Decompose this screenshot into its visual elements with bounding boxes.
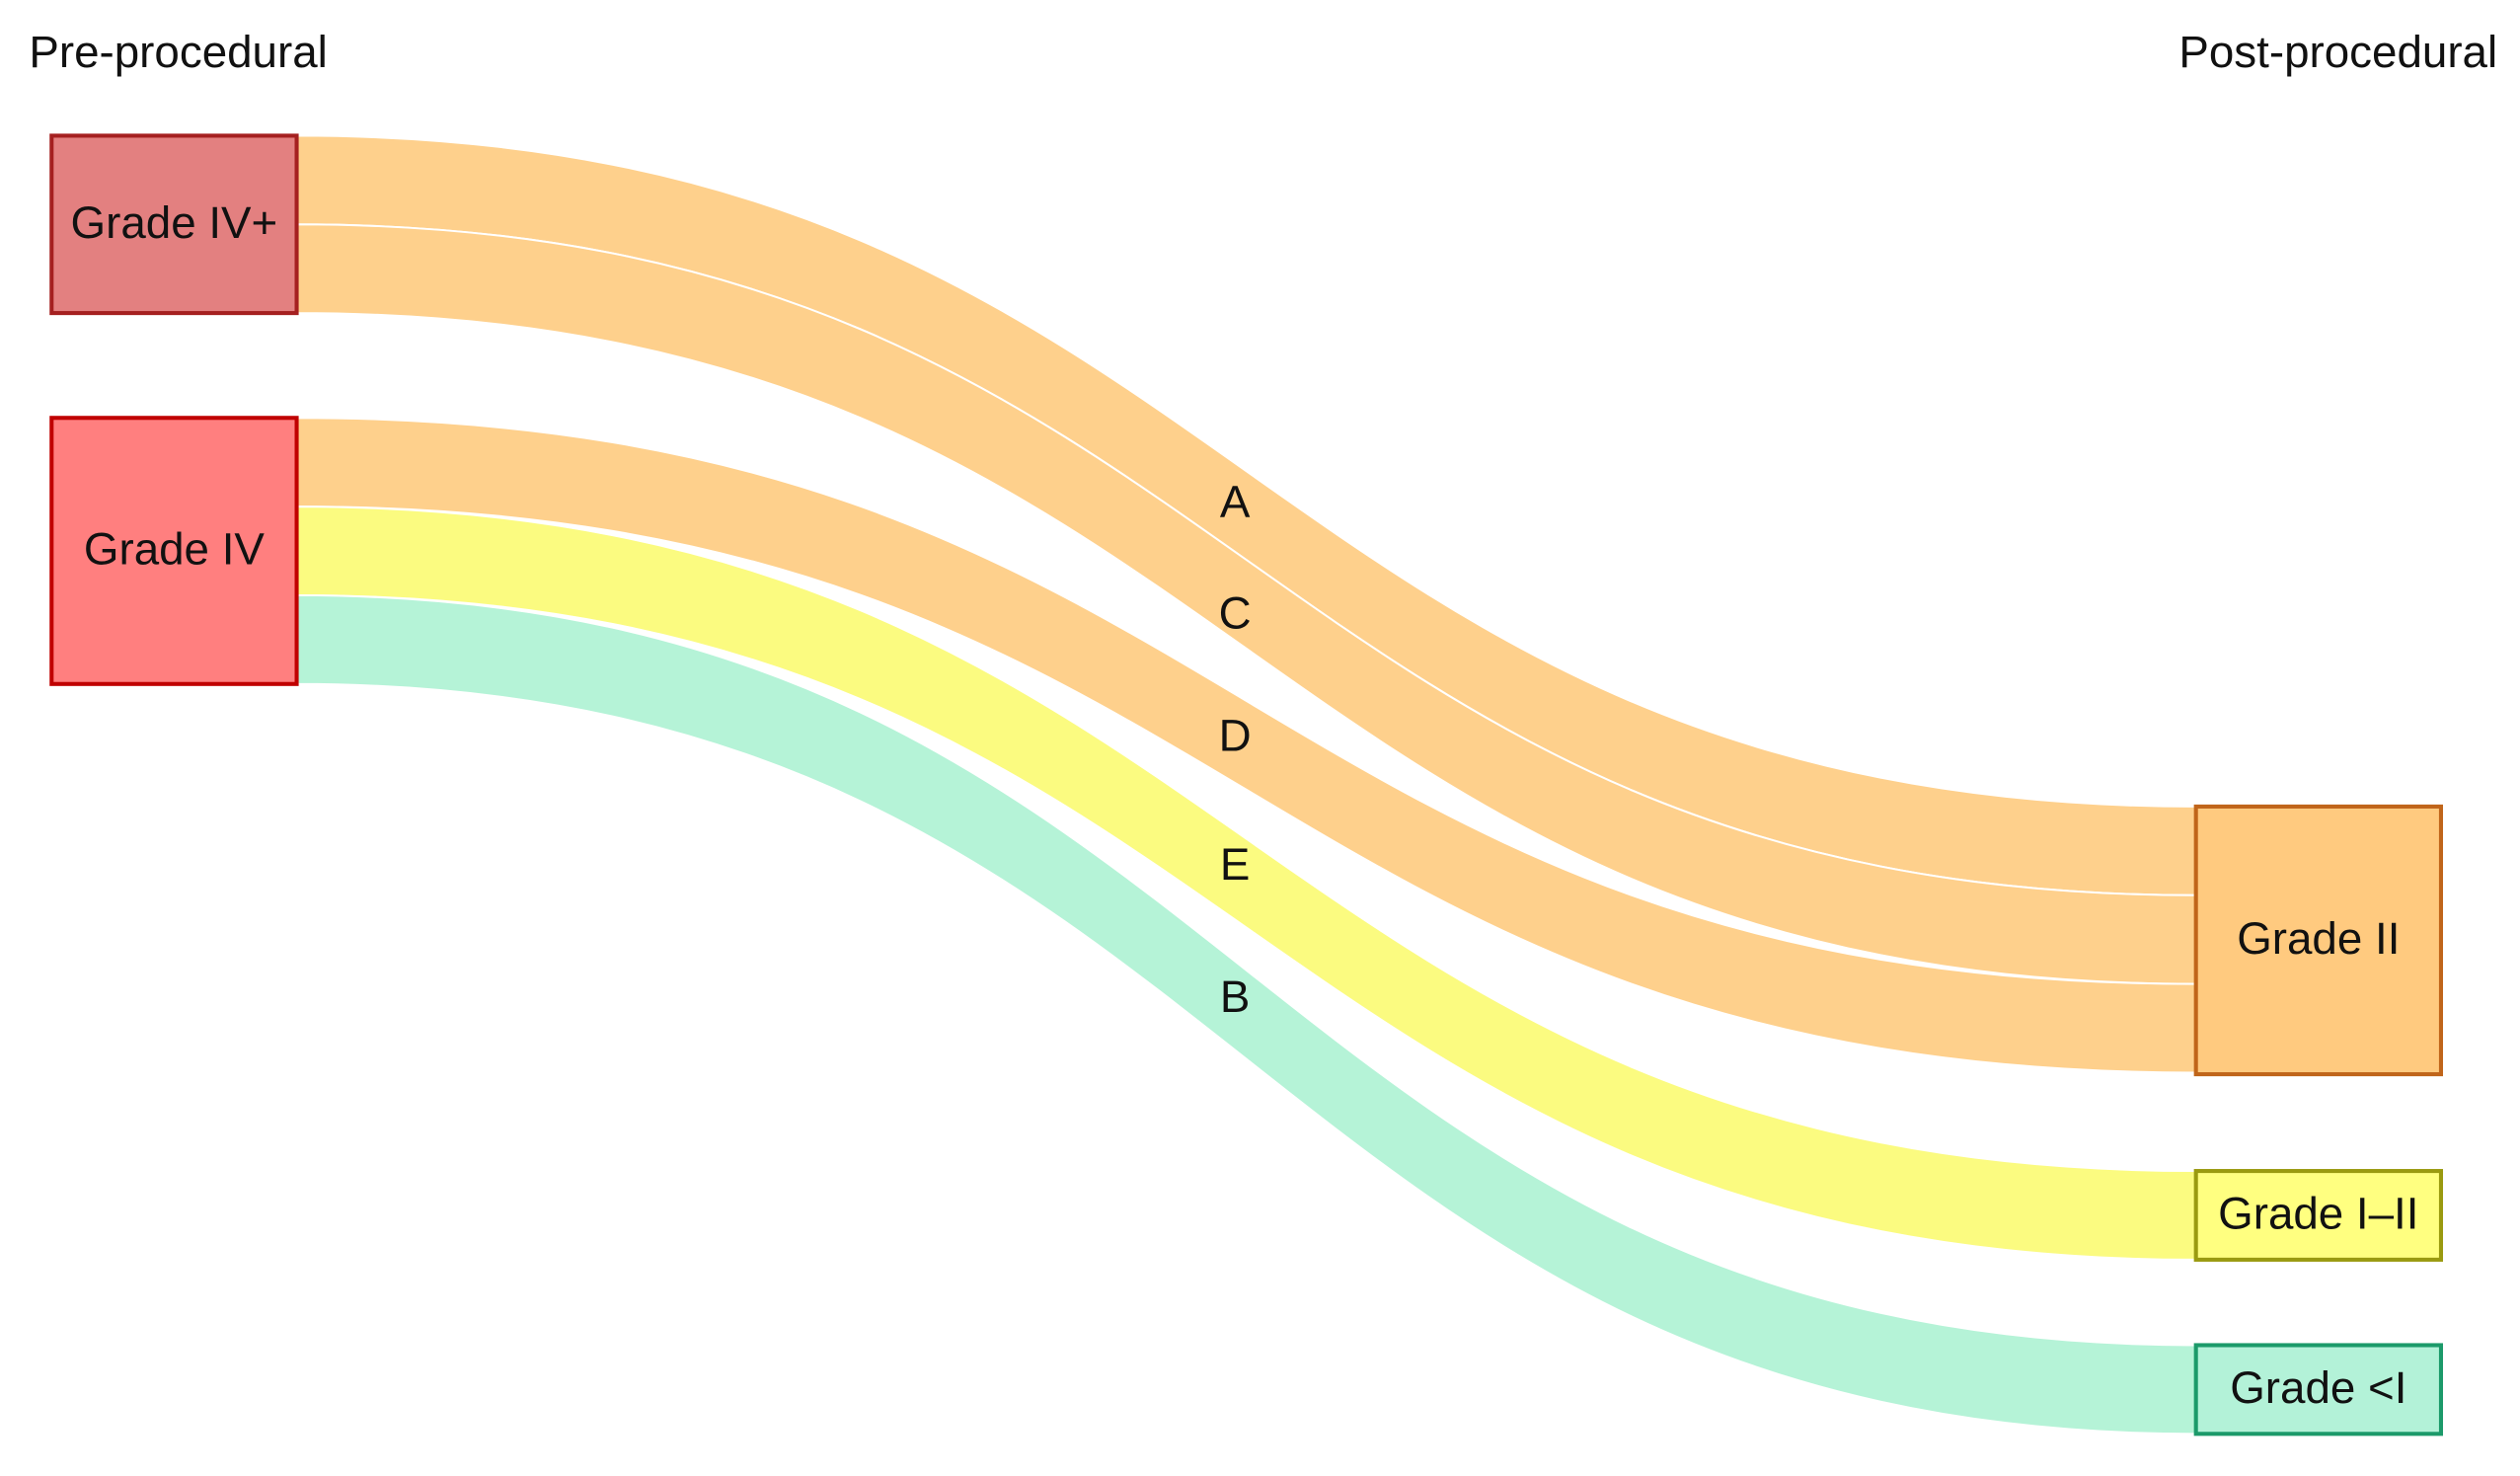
node-box: [49, 416, 299, 686]
node-box: [2193, 1343, 2444, 1437]
node-label: Grade <I: [2230, 1362, 2406, 1413]
node-box: [49, 133, 299, 316]
node-label: Grade IV: [84, 524, 265, 575]
node-label: Grade IV+: [71, 197, 278, 248]
link-label: B: [1220, 971, 1251, 1022]
nodes: Grade IV+ Grade IV Grade II Grade I–II Grade…: [49, 133, 2444, 1437]
node-box: [2193, 804, 2444, 1077]
links: A C D E B: [295, 134, 2197, 1436]
node-box: [2193, 1169, 2444, 1262]
node-label: Grade II: [2237, 913, 2400, 964]
node-label: Grade I–II: [2218, 1189, 2418, 1239]
link-label: C: [1219, 587, 1252, 638]
column-header: Pre-procedural: [29, 27, 327, 77]
link-label: A: [1220, 477, 1251, 527]
column-header: Post-procedural: [2178, 27, 2497, 77]
link-label: D: [1219, 710, 1252, 760]
link-label: E: [1220, 839, 1251, 890]
